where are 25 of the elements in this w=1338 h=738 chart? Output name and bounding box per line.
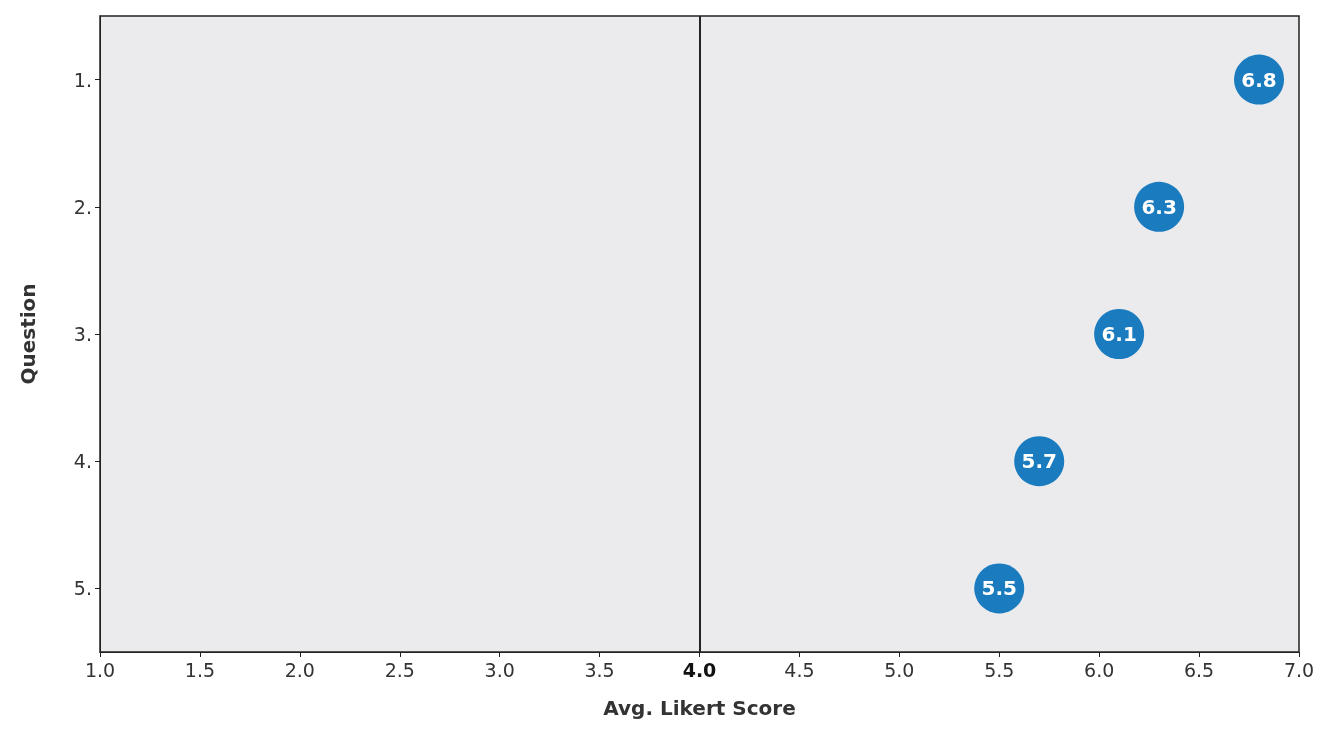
y-tick-label: 3. (73, 323, 92, 345)
data-label: 5.7 (1021, 449, 1057, 474)
x-tick-label: 2.0 (284, 658, 315, 681)
x-tick-label: 5.5 (984, 658, 1015, 681)
y-tick-label: 2. (73, 195, 92, 218)
x-tick-label: 3.0 (484, 658, 515, 681)
y-tick-label: 5. (73, 577, 92, 600)
x-tick-label: 4.5 (784, 658, 815, 681)
x-tick-label: 3.5 (584, 658, 615, 681)
x-axis-title: Avg. Likert Score (603, 696, 796, 720)
data-label: 5.5 (981, 576, 1017, 601)
x-tick-label: 7.0 (1283, 658, 1315, 681)
x-tick-label: 6.5 (1183, 658, 1215, 681)
x-tick-label: 1.5 (184, 658, 216, 681)
data-label: 6.8 (1241, 67, 1277, 92)
x-tick-label: 6.0 (1084, 658, 1115, 681)
x-tick-label: 4.0 (682, 658, 717, 681)
x-tick-label: 2.5 (384, 658, 415, 681)
y-axis-title: Question (16, 283, 40, 385)
x-tick-label: 1.0 (84, 658, 116, 681)
data-label: 6.3 (1141, 194, 1177, 219)
y-tick-label: 1. (73, 68, 92, 91)
y-tick-label: 4. (73, 450, 92, 473)
data-label: 6.1 (1101, 322, 1137, 346)
x-tick-label: 5.0 (884, 658, 915, 681)
